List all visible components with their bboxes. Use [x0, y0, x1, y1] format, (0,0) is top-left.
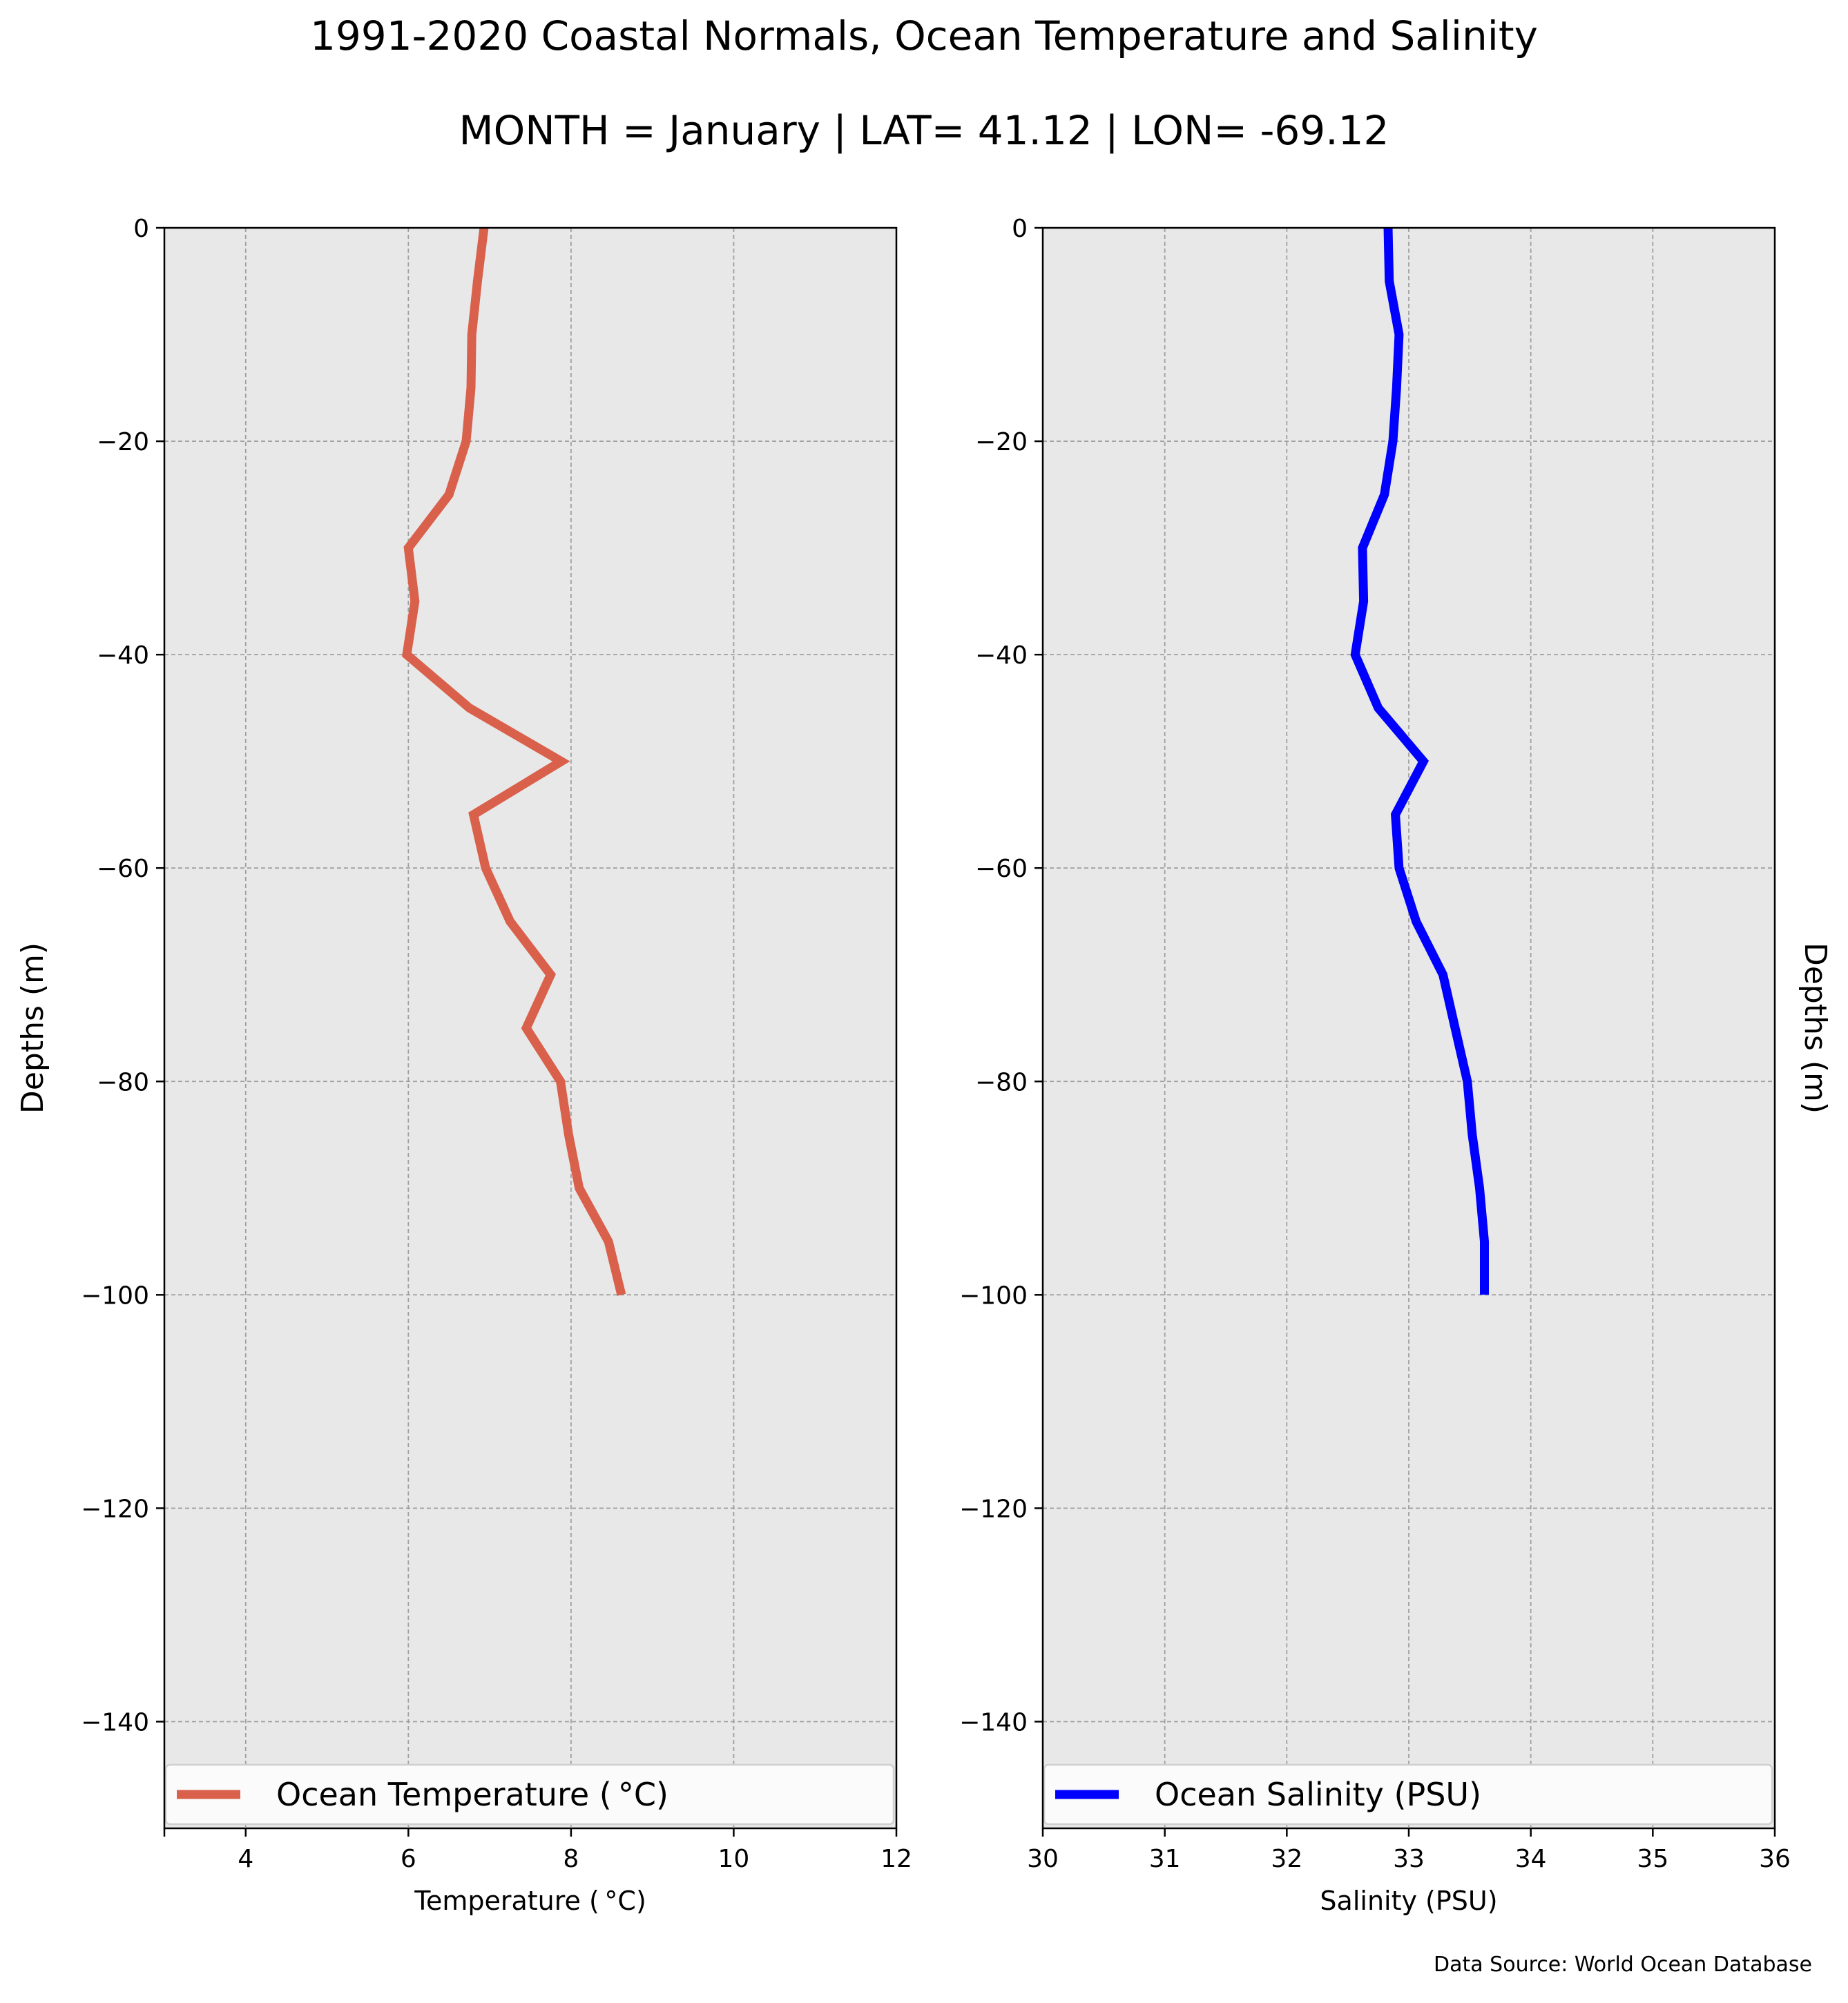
- temp-ytick-label: −100: [81, 1281, 149, 1310]
- sal-xaxis-label: Salinity (PSU): [1320, 1886, 1497, 1916]
- sal-ytick-label: −100: [959, 1281, 1028, 1310]
- sal-yaxis-label: Depths (m): [1798, 942, 1833, 1114]
- sal-xtick-label: 31: [1149, 1845, 1181, 1873]
- temp-axes-frame: [163, 226, 898, 1830]
- temp-ytick-label: −80: [97, 1068, 149, 1096]
- temp-xtick-label: 12: [880, 1845, 912, 1873]
- chart-subtitle: MONTH = January | LAT= 41.12 | LON= -69.…: [459, 107, 1389, 154]
- chart-title: 1991-2020 Coastal Normals, Ocean Tempera…: [310, 12, 1538, 59]
- temp-ytick-label: −40: [97, 641, 149, 670]
- temp-yaxis-label: Depths (m): [15, 942, 50, 1114]
- sal-xtick-label: 34: [1515, 1845, 1547, 1873]
- temp-ytick-label: −60: [97, 855, 149, 883]
- temp-ytick-label: −140: [81, 1708, 149, 1736]
- sal-legend: [1043, 1763, 1773, 1826]
- sal-xtick-label: 32: [1271, 1845, 1302, 1873]
- temp-xtick-label: 8: [563, 1845, 579, 1873]
- temp-series-line: [402, 227, 626, 1296]
- temp-xaxis-label: Temperature ( °C): [414, 1886, 646, 1916]
- temp-panel: Ocean Temperature ( °C) 4 6 8 10 12 0 −20 −40 −60…: [15, 215, 912, 1916]
- sal-ytick-label: 0: [1012, 215, 1028, 243]
- sal-xtick-label: 30: [1027, 1845, 1059, 1873]
- sal-panel: Ocean Salinity (PSU) 30 31 32 33 34 35 36 0 −20 −4…: [959, 215, 1833, 1916]
- temp-xtick-label: 10: [718, 1845, 750, 1873]
- temp-legend: [164, 1763, 895, 1826]
- sal-ytick-label: −60: [975, 855, 1028, 883]
- sal-series-line: [1350, 227, 1489, 1295]
- sal-ytick-label: −140: [959, 1708, 1028, 1736]
- sal-ytick-label: −20: [975, 428, 1028, 456]
- sal-legend-label: Ocean Salinity (PSU): [1155, 1776, 1481, 1813]
- temp-legend-label: Ocean Temperature ( °C): [276, 1776, 668, 1813]
- temp-ytick-label: 0: [133, 215, 149, 243]
- temp-xtick-label: 6: [401, 1845, 416, 1873]
- data-source-note: Data Source: World Ocean Database: [1434, 1953, 1812, 1977]
- sal-ytick-label: −120: [959, 1495, 1028, 1523]
- sal-xtick-label: 33: [1393, 1845, 1425, 1873]
- sal-xtick-label: 36: [1759, 1845, 1791, 1873]
- temp-xtick-label: 4: [238, 1845, 253, 1873]
- sal-xtick-label: 35: [1637, 1845, 1668, 1873]
- temp-ytick-label: −120: [81, 1495, 149, 1523]
- sal-ytick-label: −40: [975, 641, 1028, 670]
- sal-ytick-label: −80: [975, 1068, 1028, 1096]
- temp-ytick-label: −20: [97, 428, 149, 456]
